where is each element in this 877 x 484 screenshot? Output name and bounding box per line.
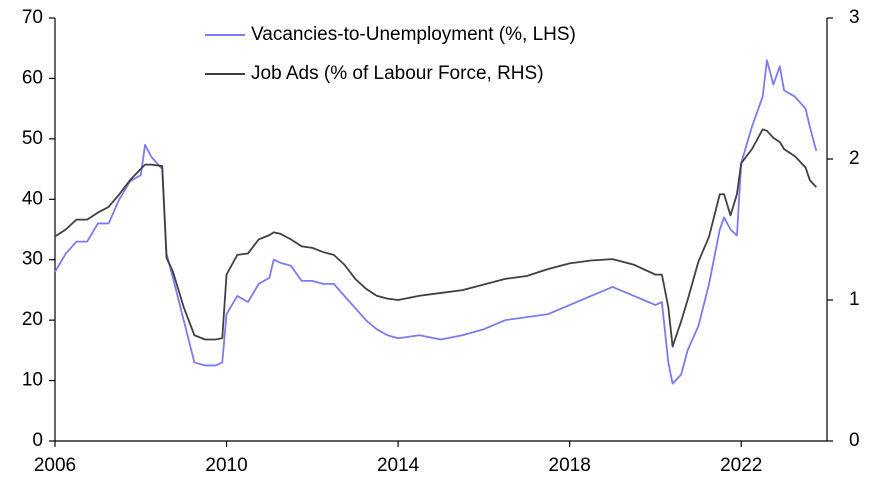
y-tick-label: 10 [22, 370, 43, 391]
x-tick-label: 2006 [34, 455, 76, 476]
y-tick-label: 70 [22, 7, 43, 28]
y-tick-label: 20 [22, 309, 43, 330]
legend-label: Job Ads (% of Labour Force, RHS) [251, 63, 544, 84]
y-tick-label: 0 [32, 430, 43, 451]
y-tick-label: 60 [22, 67, 43, 88]
series-line [54, 128, 817, 348]
y-tick-label: 30 [22, 249, 43, 270]
y2-tick-label: 2 [849, 148, 860, 169]
x-tick-label: 2014 [377, 455, 420, 476]
series-line [54, 59, 818, 385]
x-tick-label: 2018 [549, 455, 591, 476]
y-tick-label: 50 [22, 128, 43, 149]
x-tick-label: 2022 [720, 455, 762, 476]
y2-tick-label: 3 [849, 7, 860, 28]
legend-label: Vacancies-to-Unemployment (%, LHS) [251, 24, 576, 45]
y2-tick-label: 0 [849, 430, 860, 451]
x-tick-label: 2010 [205, 455, 247, 476]
y2-tick-label: 1 [849, 289, 860, 310]
y-tick-label: 40 [22, 188, 43, 209]
